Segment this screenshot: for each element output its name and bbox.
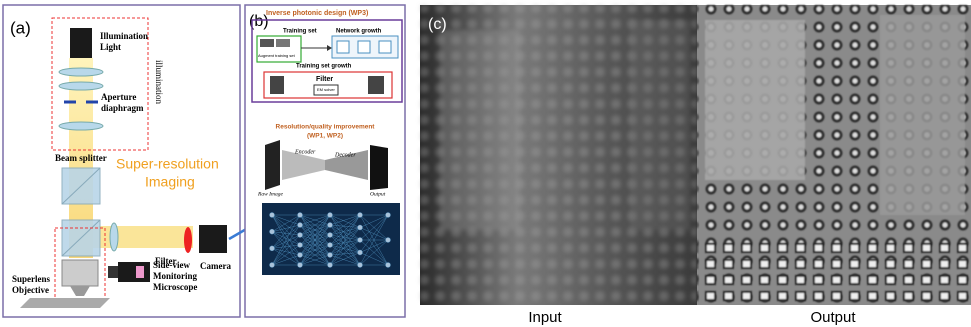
section-title: Resolution/quality improvement — [276, 124, 376, 131]
section-title: Inverse photonic design (WP3) — [266, 10, 368, 17]
output-label: Output — [810, 309, 856, 326]
shape — [379, 41, 391, 53]
illumination-label: Illumination — [100, 31, 148, 41]
shape — [358, 250, 363, 255]
filter-label: Filter — [316, 76, 333, 83]
shape — [386, 263, 391, 268]
shape — [59, 68, 103, 76]
imaging-label: Imaging — [145, 174, 195, 190]
output-label: Output — [370, 191, 386, 197]
panel-c: (c) Input Output — [420, 5, 971, 326]
shape — [298, 253, 303, 258]
shape — [697, 240, 971, 305]
shape — [630, 20, 690, 230]
page: (a) Illumination Light illumination Aper… — [0, 0, 971, 327]
figure: (a) Illumination Light illumination Aper… — [0, 0, 971, 327]
shape — [199, 225, 227, 253]
microscope-label: Side-view — [153, 260, 190, 270]
input-label: Input — [528, 309, 562, 326]
panel-label: (a) — [10, 18, 31, 37]
shape — [298, 243, 303, 248]
shape — [20, 298, 110, 308]
shape — [328, 253, 333, 258]
encoder-label: Encoder — [294, 149, 316, 155]
shape — [93, 226, 193, 248]
shape — [184, 227, 192, 253]
shape — [59, 122, 103, 130]
shape — [298, 213, 303, 218]
illumination-side-label: illumination — [154, 60, 164, 104]
shape — [358, 41, 370, 53]
shape — [270, 246, 275, 251]
shape — [328, 243, 333, 248]
illumination-label: Light — [100, 42, 121, 52]
shape — [705, 20, 805, 180]
shape — [270, 213, 275, 218]
shape — [70, 28, 92, 58]
shape — [337, 41, 349, 53]
shape — [260, 39, 274, 47]
shape — [265, 140, 280, 190]
shape — [328, 263, 333, 268]
shape — [358, 213, 363, 218]
shape — [328, 213, 333, 218]
panel-label: (c) — [428, 16, 447, 33]
shape — [358, 263, 363, 268]
shape — [270, 76, 284, 94]
em-solver-label: EM solver — [317, 87, 335, 92]
microscope-label: Monitoring — [153, 271, 197, 281]
shape — [59, 82, 103, 90]
shape — [358, 225, 363, 230]
shape — [118, 262, 150, 282]
training-set-label: Training set — [283, 29, 317, 35]
objective-label: Superlens — [12, 274, 51, 284]
shape — [358, 238, 363, 243]
shape — [440, 30, 520, 230]
shape — [328, 223, 333, 228]
decoder-label: Decoder — [334, 152, 356, 158]
shape — [386, 213, 391, 218]
microscope-label: Microscope — [153, 282, 197, 292]
shape — [328, 233, 333, 238]
shape — [298, 223, 303, 228]
panel-b: (b) Inverse photonic design (WP3) Augmen… — [245, 5, 405, 317]
shape — [276, 39, 290, 47]
shape — [298, 233, 303, 238]
training-set-growth-label: Training set growth — [296, 64, 352, 70]
shape — [136, 266, 144, 278]
camera-label: Camera — [200, 261, 231, 271]
shape — [298, 263, 303, 268]
aperture-label: diaphragm — [101, 103, 144, 113]
shape — [386, 238, 391, 243]
beam-splitter-label: Beam splitter — [55, 153, 107, 163]
panel-a: (a) Illumination Light illumination Aper… — [3, 5, 262, 317]
shape — [880, 15, 965, 215]
shape — [108, 266, 118, 278]
objective-label: Objective — [12, 285, 49, 295]
network-growth-label: Network growth — [336, 29, 382, 35]
shape — [62, 260, 98, 286]
imaging-label: Super-resolution — [116, 156, 219, 172]
section-title: (WP1, WP2) — [307, 133, 343, 140]
shape — [110, 223, 118, 251]
shape — [270, 263, 275, 268]
shape — [370, 145, 388, 190]
shape — [368, 76, 384, 94]
aperture-label: Aperture — [101, 92, 136, 102]
raw-image-label: Raw Image — [257, 191, 283, 197]
augment-label: Augment training set — [258, 53, 296, 58]
shape — [270, 229, 275, 234]
